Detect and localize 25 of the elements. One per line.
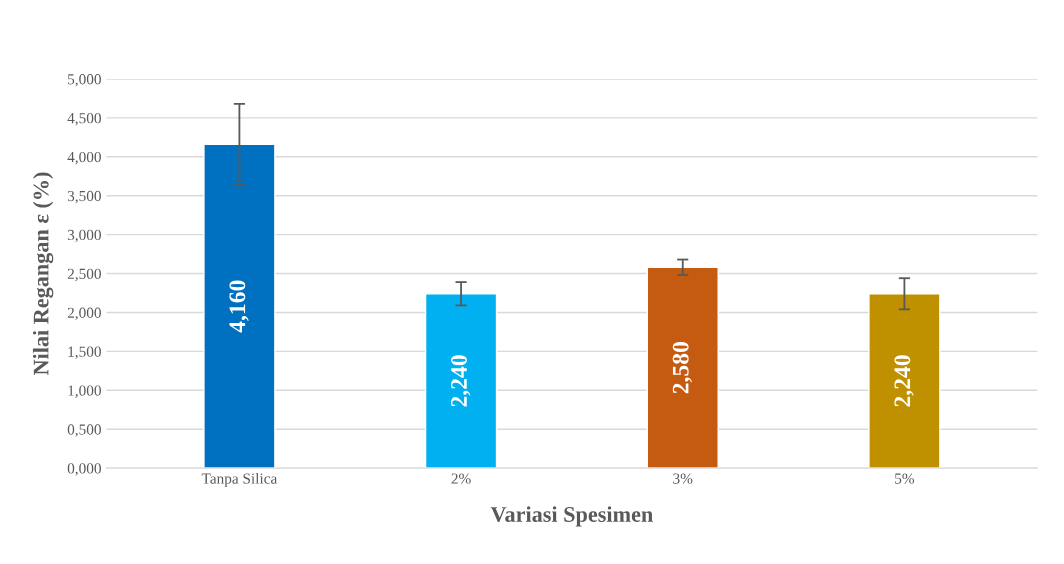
- bar: [868, 293, 941, 469]
- y-axis-title: Nilai Regangan ε (%): [32, 172, 54, 376]
- data-label: 4,160: [229, 280, 249, 333]
- x-tick-label: Tanpa Silica: [201, 472, 278, 487]
- y-tick-label: 4,000: [67, 151, 101, 165]
- x-axis-title: Variasi Spesimen: [490, 506, 653, 527]
- x-tick-label: 2%: [451, 473, 471, 484]
- y-tick-label: 3,000: [67, 229, 101, 243]
- y-tick-label: 1,500: [68, 346, 101, 360]
- y-tick-label: 0,000: [67, 463, 101, 476]
- bar: [424, 293, 498, 469]
- y-tick-label: 1,000: [68, 385, 101, 398]
- data-label: 2,240: [894, 355, 914, 407]
- bar: [203, 143, 276, 469]
- y-tick-label: 2,500: [67, 268, 101, 282]
- y-tick-label: 5,000: [68, 74, 101, 87]
- y-tick-label: 4,500: [67, 113, 101, 126]
- y-tick-label: 0,500: [67, 424, 101, 437]
- y-tick-label: 3,500: [67, 190, 101, 204]
- bar: [646, 266, 719, 469]
- x-tick-label: 3%: [673, 473, 693, 484]
- data-label: 2,580: [672, 342, 693, 394]
- x-tick-label: 5%: [895, 473, 915, 484]
- data-label: 2,240: [451, 355, 471, 407]
- y-tick-label: 2,000: [67, 307, 101, 321]
